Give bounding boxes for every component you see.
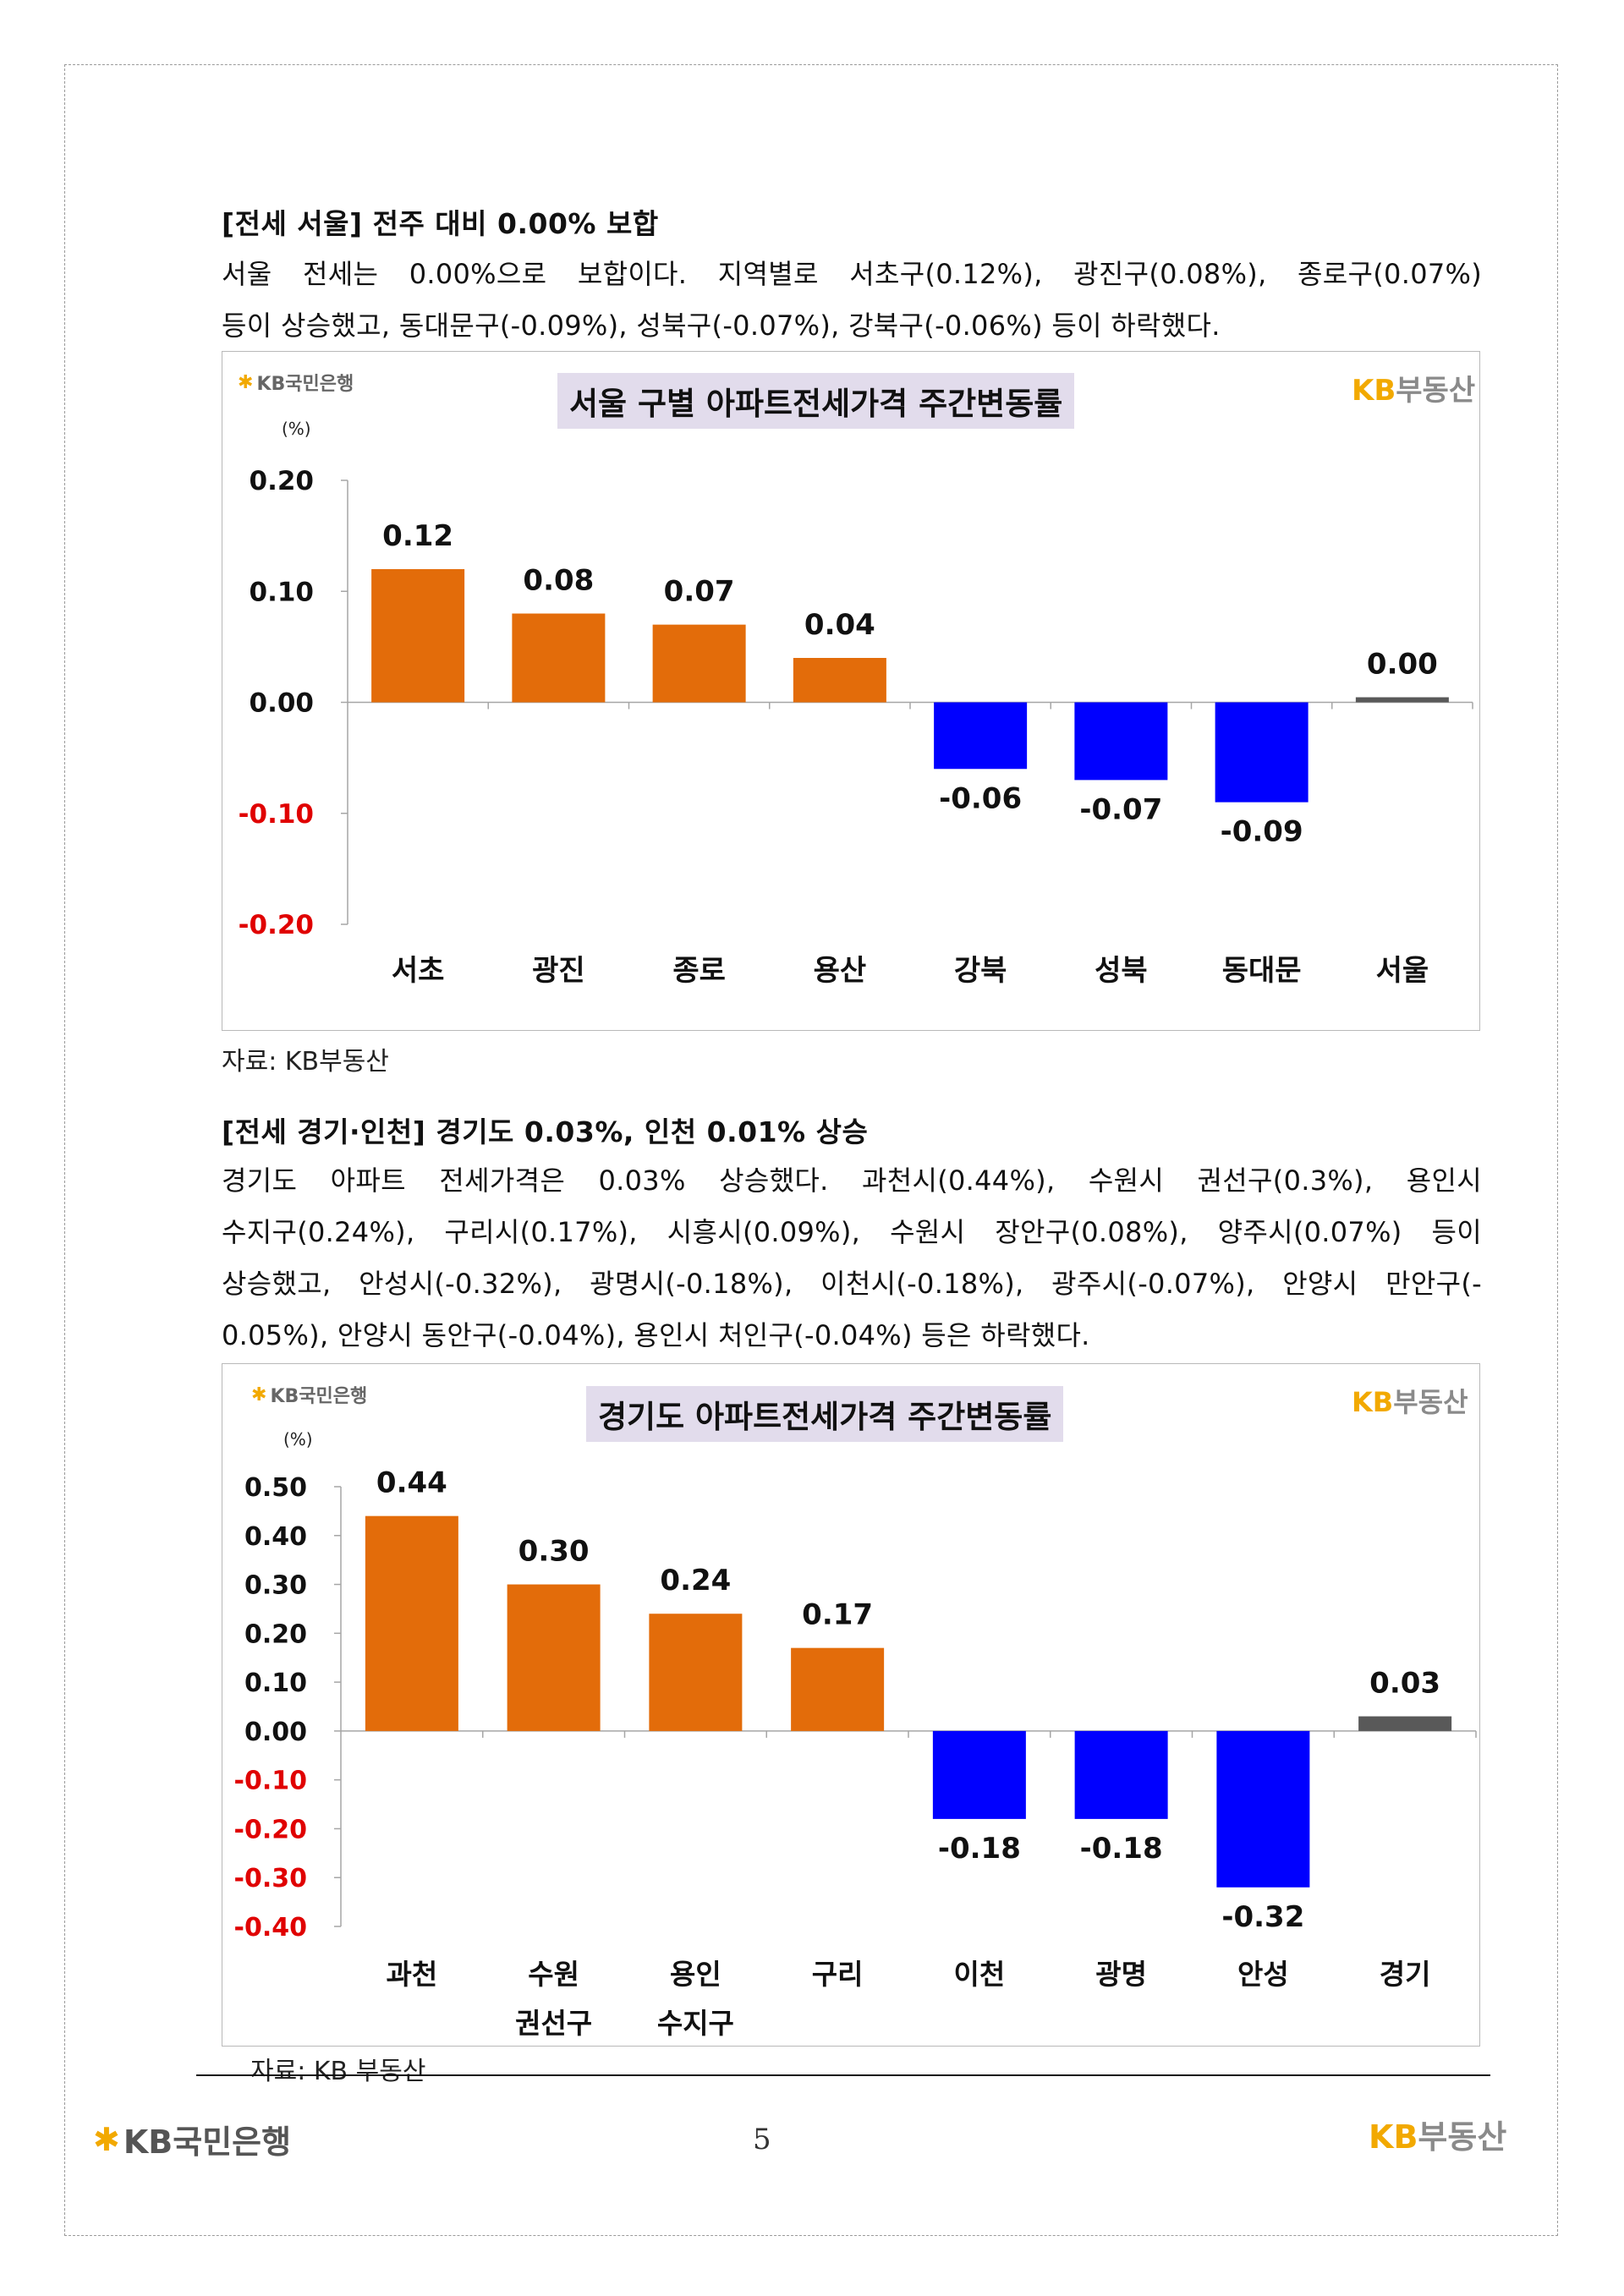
kb-bank-logo: ✱ KB국민은행 (251, 1384, 368, 1408)
kb-star-icon: ✱ (238, 371, 254, 393)
y-tick-label: 0.10 (250, 577, 315, 607)
y-tick-label: 0.50 (244, 1473, 307, 1503)
paragraph-line: 서울 전세는 0.00%으로 보합이다. 지역별로 서초구(0.12%), 광진… (222, 258, 1482, 290)
category-label: 경기 (1380, 1958, 1431, 1991)
data-label: 0.24 (660, 1564, 731, 1597)
bar (793, 658, 886, 703)
y-tick-label: 0.10 (244, 1669, 307, 1698)
category-label: 권선구 (515, 2007, 592, 2040)
kb-bank-logo: ✱ KB국민은행 (238, 371, 354, 396)
category-label: 용산 (814, 954, 867, 988)
category-label: 강북 (954, 954, 1007, 988)
bar (791, 1647, 885, 1731)
unit-label: (%) (283, 1429, 313, 1449)
y-tick-label: -0.10 (234, 1767, 307, 1796)
y-tick-label: -0.40 (234, 1913, 307, 1943)
chart-title: 서울 구별 아파트전세가격 주간변동률 (557, 373, 1075, 429)
footer-divider (196, 2074, 1490, 2076)
data-label: 0.12 (382, 519, 453, 553)
bar (365, 1515, 458, 1731)
category-label: 종로 (672, 954, 726, 988)
section1-source: 자료: KB부동산 (222, 1047, 389, 1077)
footer-kb-bank-logo: ✱ KB국민은행 (93, 2120, 292, 2162)
data-label: -0.09 (1221, 815, 1303, 849)
y-tick-label: 0.40 (244, 1522, 307, 1552)
data-label: -0.18 (1080, 1832, 1163, 1866)
kb-realestate-logo: KB부동산 (1352, 1386, 1468, 1418)
category-label: 이천 (954, 1958, 1006, 1991)
data-label: 0.30 (518, 1535, 590, 1569)
data-label: 0.04 (804, 608, 875, 642)
footer-kb-realestate-logo: KB부동산 (1369, 2118, 1507, 2156)
category-label: 수지구 (657, 2007, 734, 2040)
category-label: 용인 (670, 1958, 721, 1991)
category-label: 수원 (528, 1958, 579, 1991)
category-label: 성북 (1095, 954, 1148, 988)
data-label: 0.44 (376, 1466, 447, 1500)
bar (649, 1614, 743, 1731)
data-label: 0.17 (802, 1598, 873, 1632)
y-tick-label: -0.20 (239, 910, 314, 940)
paragraph-line: 등이 상승했고, 동대문구(-0.09%), 성북구(-0.07%), 강북구(… (222, 310, 1221, 342)
y-tick-label: 0.00 (244, 1718, 307, 1747)
category-label: 서초 (392, 954, 445, 988)
gyeonggi-bar-chart: (%) 0.50 0.40 0.30 0.20 0.10 0.00 -0.10 -0.20 -0.… (234, 1429, 1477, 2040)
y-tick-label: -0.20 (234, 1815, 307, 1844)
chart-title: 경기도 아파트전세가격 주간변동률 (586, 1386, 1064, 1442)
bar (1074, 702, 1168, 781)
data-label: -0.06 (939, 781, 1022, 815)
data-label: -0.32 (1221, 1900, 1304, 1934)
y-tick-label: 0.20 (250, 466, 315, 496)
category-label: 서울 (1376, 954, 1429, 988)
bar (934, 702, 1028, 770)
section2-source: 자료: KB 부동산 (250, 2057, 426, 2086)
kb-star-icon: ✱ (93, 2120, 120, 2158)
category-label: 구리 (812, 1958, 864, 1991)
y-tick-label: -0.30 (234, 1864, 307, 1893)
bar (1216, 1730, 1310, 1888)
data-label: -0.07 (1079, 792, 1162, 826)
y-tick-label: 0.30 (244, 1571, 307, 1601)
data-label: 0.00 (1367, 648, 1438, 682)
paragraph-line: 경기도 아파트 전세가격은 0.03% 상승했다. 과천시(0.44%), 수원… (222, 1164, 1482, 1197)
seoul-bar-chart: (%) 0.20 0.10 0.00 -0.10 -0.20 0.12 서초 0.08 광진 0.0… (239, 419, 1473, 988)
data-label: 0.07 (664, 575, 735, 609)
y-tick-label: 0.20 (244, 1619, 307, 1649)
paragraph-line: 0.05%), 안양시 동안구(-0.04%), 용인시 처인구(-0.04%)… (222, 1319, 1090, 1351)
bar (507, 1584, 601, 1731)
category-label: 안성 (1237, 1958, 1289, 1991)
category-label: 과천 (387, 1958, 438, 1991)
y-tick-label: 0.00 (250, 688, 315, 719)
bar (652, 624, 746, 703)
paragraph-line: 수지구(0.24%), 구리시(0.17%), 시흥시(0.09%), 수원시 … (222, 1216, 1482, 1248)
category-label: 동대문 (1222, 954, 1302, 988)
section2-heading: [전세 경기·인천] 경기도 0.03%, 인천 0.01% 상승 (222, 1115, 869, 1148)
category-label: 광명 (1095, 1958, 1147, 1991)
category-label: 광진 (532, 954, 585, 988)
kb-realestate-logo: KB부동산 (1352, 374, 1476, 408)
paragraph-line: 상승했고, 안성시(-0.32%), 광명시(-0.18%), 이천시(-0.1… (222, 1268, 1482, 1300)
bar (371, 569, 465, 703)
y-tick-label: -0.10 (239, 799, 314, 830)
bar (1355, 697, 1449, 703)
bar (1074, 1730, 1168, 1819)
data-label: -0.18 (938, 1832, 1021, 1866)
section1-heading: [전세 서울] 전주 대비 0.00% 보합 (222, 207, 659, 240)
bar (1358, 1716, 1452, 1731)
seoul-chart-panel: ✱ KB국민은행 서울 구별 아파트전세가격 주간변동률 KB부동산 (%) 0.… (222, 351, 1480, 1031)
bar (512, 613, 606, 703)
bar (1215, 702, 1309, 803)
page-border (64, 64, 1558, 2236)
bar (932, 1730, 1026, 1819)
gyeonggi-chart-panel: ✱ KB국민은행 경기도 아파트전세가격 주간변동률 KB부동산 (%) 0.50… (222, 1363, 1480, 2047)
unit-label: (%) (282, 419, 311, 439)
section2-paragraph: 경기도 아파트 전세가격은 0.03% 상승했다. 과천시(0.44%), 수원… (222, 1155, 1482, 1362)
section1-paragraph: 서울 전세는 0.00%으로 보합이다. 지역별로 서초구(0.12%), 광진… (222, 249, 1482, 352)
kb-star-icon: ✱ (251, 1384, 267, 1406)
data-label: 0.03 (1369, 1667, 1440, 1701)
data-label: 0.08 (523, 564, 594, 598)
page-number: 5 (753, 2123, 771, 2156)
